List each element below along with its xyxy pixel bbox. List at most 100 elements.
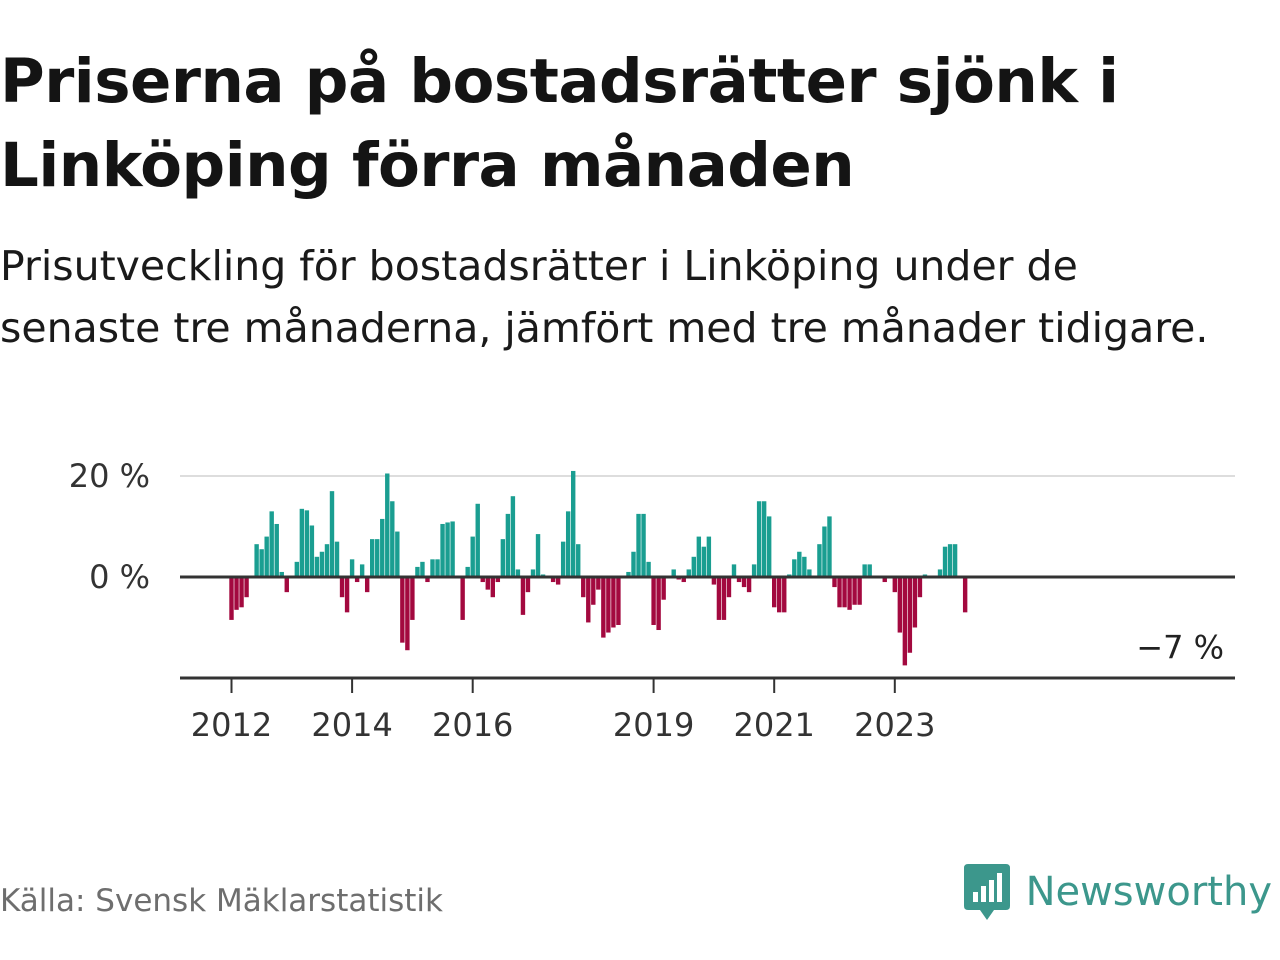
bar [244,577,249,598]
bar [716,577,722,620]
bar [480,577,485,583]
bar [400,577,405,643]
bar [731,564,737,578]
bar [616,577,621,625]
bar [611,577,616,628]
bar [817,544,822,577]
bar [565,511,571,577]
bar [907,577,913,653]
bar [777,577,782,613]
bar [902,577,908,666]
bar [410,577,415,620]
bar [465,566,470,577]
bar [641,513,646,578]
bar [415,566,420,577]
bar [380,518,385,577]
bar [294,561,300,577]
bar [314,556,320,577]
bar [656,577,661,631]
bar [937,569,943,577]
bar [450,521,455,577]
x-tick-label: 2023 [854,706,935,744]
bar [952,544,958,577]
bar [555,577,561,585]
bar [440,523,445,577]
bar [862,564,867,578]
bar [636,513,641,578]
bar [631,551,636,577]
bar [445,522,450,577]
bar [490,577,495,598]
bar [827,516,832,577]
bar [299,508,305,577]
bar [837,577,842,608]
bar [470,536,475,577]
bar [505,513,511,578]
bar [420,561,425,577]
bar [721,577,727,620]
bar [349,559,355,578]
bar [782,577,787,613]
x-tick-label: 2016 [432,706,513,744]
bar [329,491,335,577]
bar [711,577,717,585]
bar [822,526,827,577]
bar-chart-speech-bubble-icon [963,864,1010,920]
bar [591,577,596,605]
bar [264,536,269,577]
bar [269,511,274,577]
bar [254,544,259,577]
bar [525,577,531,593]
bar [661,577,666,600]
price-change-bar-chart: 0 % 20 % 2012 2014 2016 2019 2021 2023 −7 % [69,457,1235,744]
axes-layer [180,575,1235,693]
bar [500,539,506,578]
bar [495,577,501,583]
bar [324,544,330,577]
bar [761,501,767,577]
labels-layer: 0 % 20 % 2012 2014 2016 2019 2021 2023 −7 % [69,457,1224,744]
bar [596,577,601,590]
bar [279,571,284,577]
bar [430,559,435,578]
bar [530,569,536,577]
bar [234,577,239,610]
bar [309,525,315,577]
bar [857,577,862,605]
bar [736,577,742,583]
bar [550,577,556,583]
bar [681,577,686,583]
bar [917,577,923,598]
bar [772,577,777,608]
bar [942,546,948,577]
bar [897,577,903,633]
bar [390,501,395,577]
bar [581,577,586,598]
bar [646,561,651,577]
bar [485,577,490,590]
bar [425,577,430,583]
bar [832,577,837,588]
bar [686,569,691,577]
bar [259,549,264,577]
bar [882,577,887,583]
bar [797,551,802,577]
bar [586,577,591,623]
bar [947,544,953,577]
bar [842,577,847,608]
bar [239,577,244,608]
bar [364,577,370,593]
brand-name: Newsworthy [1025,869,1272,915]
bar [671,569,676,577]
x-tick-label: 2014 [311,706,392,744]
bar [334,541,340,577]
bar [792,559,797,578]
bar [339,577,345,598]
bar [651,577,656,625]
bar [274,523,279,577]
bar [626,571,631,577]
bar [535,534,541,577]
bar [691,556,696,577]
bar [359,564,365,578]
bar [370,539,375,578]
